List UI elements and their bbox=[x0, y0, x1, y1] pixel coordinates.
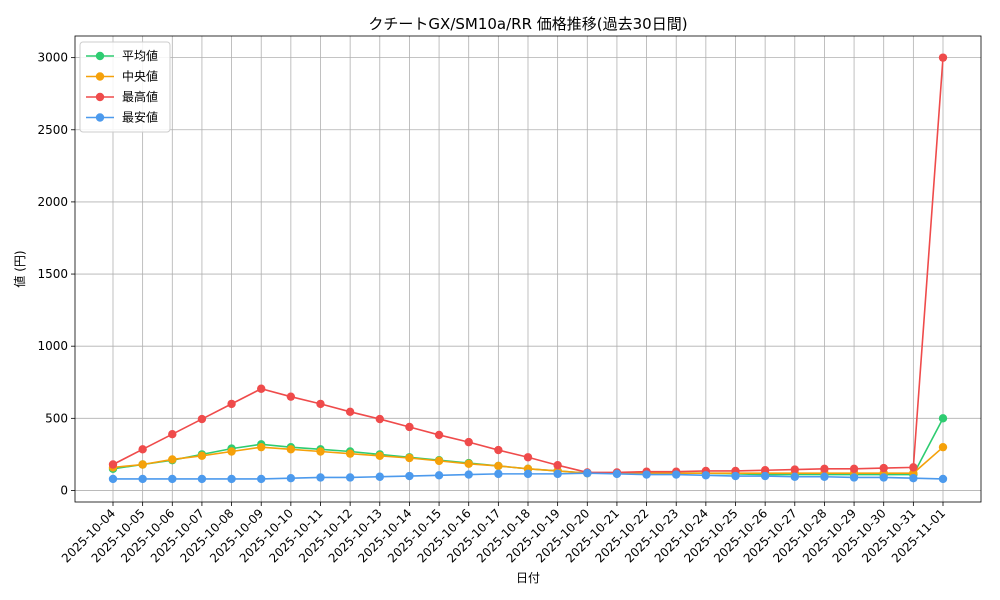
data-point bbox=[879, 463, 888, 473]
data-point bbox=[434, 471, 444, 480]
data-point bbox=[938, 442, 948, 452]
data-point bbox=[375, 472, 384, 481]
data-point bbox=[405, 453, 414, 463]
legend-swatch-marker bbox=[95, 51, 105, 61]
data-point bbox=[938, 474, 948, 484]
data-point bbox=[375, 451, 384, 461]
legend-swatch-marker bbox=[95, 113, 105, 122]
y-axis-ticks: 0 500 1000 1500 2000 2500 3000 bbox=[37, 51, 75, 497]
series-3 bbox=[108, 468, 948, 484]
data-point bbox=[879, 473, 888, 482]
x-axis-label: 日付 bbox=[516, 571, 540, 585]
series-layer bbox=[108, 53, 948, 484]
data-point bbox=[464, 437, 473, 447]
legend-swatch-marker bbox=[95, 72, 105, 81]
x-axis-ticks: 2025-10-042025-10-052025-10-062025-10-07… bbox=[59, 502, 948, 565]
data-point bbox=[375, 414, 384, 424]
data-point bbox=[909, 463, 918, 472]
data-point bbox=[523, 469, 533, 479]
data-point bbox=[790, 472, 799, 481]
data-point bbox=[168, 429, 177, 439]
y-tick-label: 2000 bbox=[37, 195, 68, 209]
data-point bbox=[434, 456, 444, 466]
data-point bbox=[108, 474, 118, 484]
data-point bbox=[701, 471, 711, 480]
data-point bbox=[612, 469, 622, 479]
data-point bbox=[849, 464, 859, 474]
y-tick-label: 3000 bbox=[37, 51, 68, 65]
data-point bbox=[197, 474, 207, 484]
data-point bbox=[760, 466, 770, 475]
legend-swatch-marker bbox=[95, 92, 105, 102]
data-point bbox=[938, 414, 948, 423]
y-tick-label: 500 bbox=[45, 411, 68, 425]
data-point bbox=[197, 414, 207, 424]
data-point bbox=[909, 473, 918, 483]
data-point bbox=[345, 473, 355, 482]
data-point bbox=[286, 392, 296, 401]
data-point bbox=[227, 474, 236, 484]
data-point bbox=[938, 53, 948, 62]
data-point bbox=[257, 474, 266, 484]
data-point bbox=[464, 470, 473, 479]
data-point bbox=[820, 464, 829, 474]
data-point bbox=[760, 471, 770, 481]
data-point bbox=[464, 459, 473, 468]
data-point bbox=[286, 473, 296, 483]
data-point bbox=[523, 453, 533, 462]
legend-item: 最安値 bbox=[86, 110, 158, 125]
data-point bbox=[553, 469, 562, 479]
data-point bbox=[820, 472, 829, 481]
legend-item: 中央値 bbox=[86, 69, 158, 84]
data-point bbox=[345, 449, 355, 458]
data-point bbox=[494, 469, 503, 479]
data-point bbox=[316, 399, 325, 409]
legend-item: 最高値 bbox=[86, 89, 158, 104]
data-point bbox=[138, 445, 147, 454]
data-point bbox=[286, 445, 296, 454]
legend-label: 平均値 bbox=[122, 48, 158, 63]
data-point bbox=[168, 474, 177, 484]
legend-label: 最安値 bbox=[122, 110, 158, 125]
legend-item: 平均値 bbox=[86, 48, 158, 63]
data-point bbox=[494, 445, 503, 455]
series-2 bbox=[108, 53, 948, 477]
data-point bbox=[642, 470, 651, 479]
data-point bbox=[168, 455, 177, 464]
y-tick-label: 2500 bbox=[37, 123, 68, 137]
legend-label: 中央値 bbox=[122, 69, 158, 84]
data-point bbox=[405, 471, 414, 481]
data-point bbox=[257, 384, 266, 393]
data-point bbox=[108, 460, 118, 469]
data-point bbox=[345, 407, 355, 417]
y-axis-label: 値 (円) bbox=[12, 250, 27, 287]
data-point bbox=[672, 470, 681, 479]
data-point bbox=[316, 447, 325, 456]
data-point bbox=[849, 473, 859, 482]
data-point bbox=[227, 447, 236, 456]
data-point bbox=[494, 461, 503, 471]
data-point bbox=[316, 473, 325, 482]
y-tick-label: 1000 bbox=[37, 339, 68, 353]
data-point bbox=[138, 460, 147, 469]
y-tick-label: 0 bbox=[60, 483, 68, 497]
data-point bbox=[731, 471, 740, 481]
data-point bbox=[197, 451, 207, 461]
gridlines bbox=[75, 36, 981, 502]
data-point bbox=[434, 430, 444, 440]
data-point bbox=[583, 468, 592, 478]
data-point bbox=[405, 422, 414, 432]
legend-box bbox=[79, 41, 171, 133]
data-point bbox=[553, 461, 562, 470]
chart-title: クチートGX/SM10a/RR 価格推移(過去30日間) bbox=[368, 15, 687, 33]
data-point bbox=[227, 399, 236, 409]
data-point bbox=[257, 442, 266, 452]
y-tick-label: 1500 bbox=[37, 267, 68, 281]
data-point bbox=[790, 465, 799, 474]
legend-label: 最高値 bbox=[122, 89, 158, 104]
data-point bbox=[138, 474, 147, 484]
